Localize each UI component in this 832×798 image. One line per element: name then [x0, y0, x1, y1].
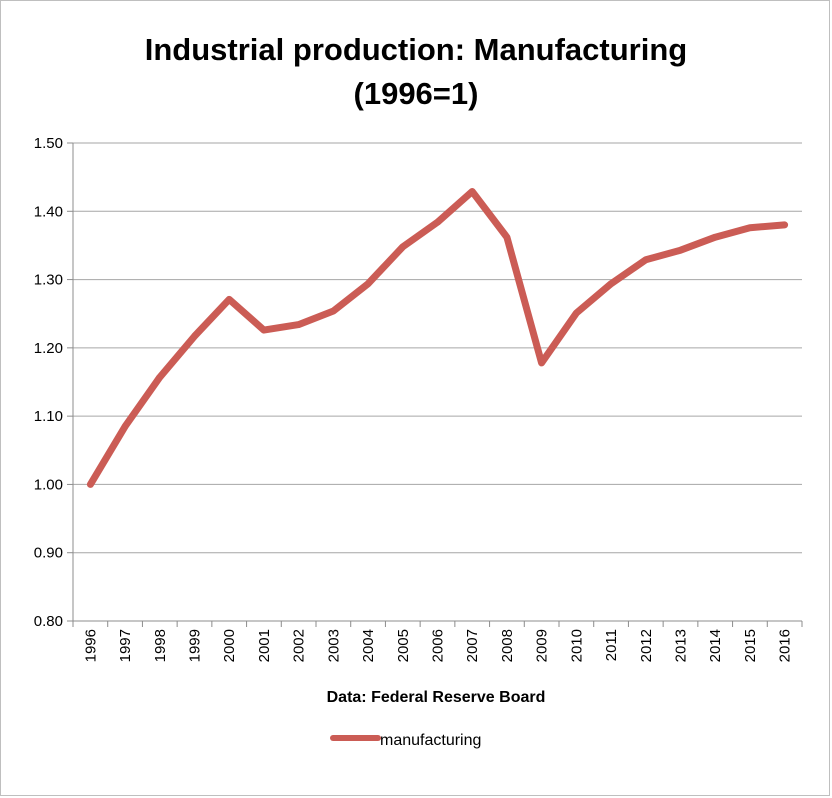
x-tick-label: 2004: [360, 629, 377, 662]
x-tick-label: 2006: [430, 629, 447, 662]
data-point: [541, 362, 543, 364]
data-point: [680, 249, 681, 251]
data-point: [263, 329, 265, 331]
data-point: [402, 246, 404, 248]
y-tick-label: 1.00: [34, 476, 63, 493]
legend-label: manufacturing: [380, 732, 481, 749]
data-point: [645, 259, 647, 261]
y-tick-label: 1.40: [34, 203, 63, 220]
x-tick-label: 2012: [638, 629, 655, 662]
x-tick-label: 2016: [777, 629, 794, 662]
x-tick-label: 2000: [221, 629, 238, 662]
data-point: [714, 236, 716, 238]
data-point: [194, 335, 195, 337]
x-tick-label: 2009: [534, 629, 551, 662]
y-axis-ticks: 0.80 0.90 1.00 1.10 1.20 1.30 1.40 1.50: [34, 135, 63, 630]
data-point: [298, 324, 300, 326]
x-tick-label: 2005: [395, 629, 412, 662]
x-tick-label: 1998: [152, 629, 169, 662]
data-point: [228, 298, 230, 300]
x-tick-label: 2010: [568, 629, 585, 662]
x-tick-label: 2003: [325, 629, 342, 662]
data-point: [367, 283, 369, 285]
x-tick-label: 1996: [82, 629, 99, 662]
data-point: [89, 483, 91, 485]
legend: manufacturing: [330, 732, 481, 749]
y-tick-label: 0.80: [34, 613, 63, 630]
series-line-manufacturing: [86, 188, 789, 488]
y-tick-label: 0.90: [34, 545, 63, 562]
y-tick-label: 1.50: [34, 135, 63, 152]
series-group: [86, 188, 789, 488]
x-tick-label: 2011: [603, 629, 620, 661]
gridlines: [73, 142, 802, 554]
x-tick-label: 1999: [187, 629, 204, 662]
data-point: [332, 310, 334, 312]
data-point: [124, 425, 126, 427]
chart-title-line-2: (1996=1): [353, 76, 479, 111]
x-tick-label: 2007: [464, 629, 481, 662]
data-point: [749, 227, 751, 229]
x-tick-label: 2001: [256, 629, 273, 662]
x-axis-ticks: 1996 1997 1998 1999 2000 2001 2002 2003 2004 2005…: [82, 629, 793, 662]
y-tick-label: 1.20: [34, 340, 63, 357]
x-axis-label: Data: Federal Reserve Board: [327, 689, 546, 706]
data-point: [575, 312, 577, 314]
axes: [67, 142, 803, 627]
chart-title-line-1: Industrial production: Manufacturing: [144, 32, 688, 67]
data-point: [784, 224, 786, 226]
data-point: [610, 283, 612, 285]
data-point: [437, 221, 438, 223]
x-tick-label: 2015: [742, 629, 759, 662]
data-point: [159, 376, 161, 378]
x-tick-label: 2002: [291, 629, 308, 662]
x-tick-label: 2013: [673, 629, 690, 662]
chart-title: Industrial production: Manufacturing (19…: [0, 28, 832, 116]
data-point: [471, 190, 473, 192]
x-tick-label: 1997: [117, 629, 134, 662]
y-tick-label: 1.10: [34, 408, 63, 425]
x-tick-label: 2014: [707, 629, 724, 662]
x-tick-label: 2008: [499, 629, 516, 662]
y-tick-label: 1.30: [34, 272, 63, 289]
data-point: [506, 236, 508, 238]
